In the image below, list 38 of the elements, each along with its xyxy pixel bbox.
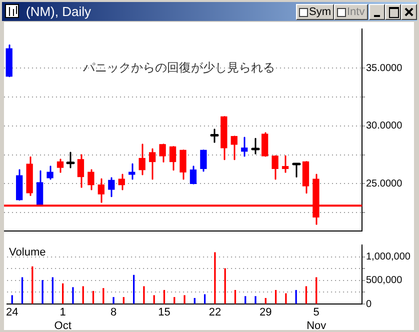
- candlestick: [138, 144, 146, 176]
- candlestick: [36, 170, 44, 206]
- candlestick: [241, 136, 248, 157]
- candlestick: [148, 148, 156, 180]
- y-tick-label: 0: [366, 298, 372, 310]
- y-tick-label: 35.0000: [366, 62, 403, 74]
- candlestick: [180, 149, 186, 180]
- x-tick-label: 1 Oct: [54, 306, 72, 332]
- candlestick: [56, 158, 64, 173]
- candlestick: [200, 149, 207, 172]
- chart-title: Volume: [9, 246, 46, 259]
- candlestick: [230, 136, 238, 160]
- y-tick-label: 30.0000: [366, 120, 403, 132]
- candlestick: [282, 155, 289, 173]
- candlestick: [262, 132, 268, 157]
- x-tick-label: 5 Nov: [306, 306, 327, 332]
- candlestick: [88, 169, 94, 190]
- chart-title: (NM), Daily: [26, 4, 91, 19]
- y-tick-label: 25.0000: [366, 178, 403, 190]
- candlestick: [190, 166, 197, 184]
- x-tick-label: 15: [158, 306, 170, 319]
- candlestick: [159, 144, 166, 162]
- candlestick: [77, 154, 84, 188]
- y-tick-label: 1,000,000: [366, 252, 411, 263]
- candlestick: [46, 166, 54, 180]
- x-tick-label: 22: [208, 306, 222, 319]
- candlestick: [108, 177, 115, 198]
- candlestick: [128, 163, 136, 180]
- candlestick: [118, 174, 125, 190]
- candlestick: [169, 146, 176, 171]
- candlestick: [272, 155, 278, 180]
- text: Intv: [347, 6, 365, 18]
- x-tick-label: 24: [6, 306, 18, 319]
- x-tick-label: 29: [260, 306, 272, 319]
- annotation: パニックからの回復が少し見られる: [82, 60, 275, 74]
- y-tick-label: 500,000: [366, 275, 403, 286]
- x-tick-label: 8: [110, 306, 117, 319]
- text: Sym: [309, 6, 331, 18]
